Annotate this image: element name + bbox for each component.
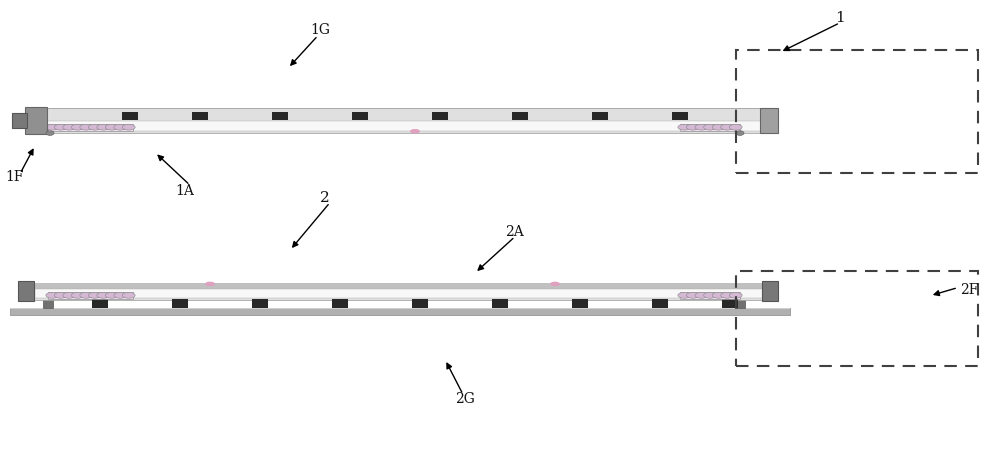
Bar xyxy=(492,299,508,308)
Bar xyxy=(43,295,53,308)
Bar xyxy=(172,299,188,308)
Bar xyxy=(722,299,738,308)
Circle shape xyxy=(114,124,127,130)
Circle shape xyxy=(105,293,118,298)
Bar xyxy=(412,299,428,308)
Bar xyxy=(672,112,688,120)
Circle shape xyxy=(410,129,420,133)
Bar xyxy=(735,295,745,308)
Circle shape xyxy=(695,124,708,130)
Circle shape xyxy=(88,293,101,298)
Text: 1: 1 xyxy=(835,11,845,25)
Circle shape xyxy=(721,124,734,130)
Circle shape xyxy=(712,124,725,130)
Bar xyxy=(652,299,668,308)
Circle shape xyxy=(54,124,67,130)
Bar xyxy=(760,108,778,133)
Bar xyxy=(18,281,34,301)
Circle shape xyxy=(205,282,215,286)
Text: 2G: 2G xyxy=(455,393,475,406)
Circle shape xyxy=(80,293,93,298)
Ellipse shape xyxy=(46,131,54,135)
Circle shape xyxy=(550,282,560,286)
Circle shape xyxy=(704,124,716,130)
Ellipse shape xyxy=(736,131,744,135)
Bar xyxy=(30,283,770,291)
Bar xyxy=(25,107,47,134)
Circle shape xyxy=(721,293,734,298)
Bar xyxy=(30,108,770,133)
Circle shape xyxy=(71,124,84,130)
Circle shape xyxy=(712,293,725,298)
Circle shape xyxy=(71,293,84,298)
Circle shape xyxy=(678,293,691,298)
Bar xyxy=(10,308,790,309)
Circle shape xyxy=(114,293,127,298)
Bar xyxy=(12,113,27,128)
Text: 2A: 2A xyxy=(505,225,524,239)
Bar xyxy=(680,123,740,131)
Bar xyxy=(432,112,448,120)
Circle shape xyxy=(678,124,691,130)
Bar xyxy=(762,281,778,301)
Circle shape xyxy=(686,293,699,298)
Circle shape xyxy=(46,293,59,298)
Bar xyxy=(736,50,978,173)
Bar xyxy=(35,289,765,298)
Circle shape xyxy=(80,124,93,130)
Bar xyxy=(572,299,588,308)
Circle shape xyxy=(63,124,76,130)
Text: 2: 2 xyxy=(320,191,330,205)
Bar xyxy=(512,112,528,120)
Circle shape xyxy=(686,124,699,130)
Text: 2F: 2F xyxy=(960,283,978,297)
Bar xyxy=(592,112,608,120)
Circle shape xyxy=(729,293,742,298)
Circle shape xyxy=(695,293,708,298)
Bar xyxy=(192,112,208,120)
Circle shape xyxy=(54,293,67,298)
Bar xyxy=(33,121,767,131)
Bar xyxy=(48,123,133,131)
Text: 1G: 1G xyxy=(310,23,330,36)
Bar xyxy=(48,292,133,299)
Circle shape xyxy=(97,124,110,130)
Bar xyxy=(352,112,368,120)
Circle shape xyxy=(97,293,110,298)
Text: 1A: 1A xyxy=(175,184,194,198)
Bar xyxy=(252,299,268,308)
Bar xyxy=(680,292,740,299)
Bar xyxy=(332,299,348,308)
Circle shape xyxy=(122,124,135,130)
Bar xyxy=(272,112,288,120)
Bar xyxy=(736,271,978,366)
Circle shape xyxy=(88,124,101,130)
Circle shape xyxy=(105,124,118,130)
Circle shape xyxy=(729,124,742,130)
Circle shape xyxy=(46,124,59,130)
Circle shape xyxy=(122,293,135,298)
Bar xyxy=(30,108,770,122)
Bar xyxy=(30,283,770,300)
Bar xyxy=(122,112,138,120)
Bar xyxy=(92,299,108,308)
Circle shape xyxy=(704,293,716,298)
Circle shape xyxy=(63,293,76,298)
Text: 1F: 1F xyxy=(5,171,24,184)
Bar xyxy=(10,308,790,315)
